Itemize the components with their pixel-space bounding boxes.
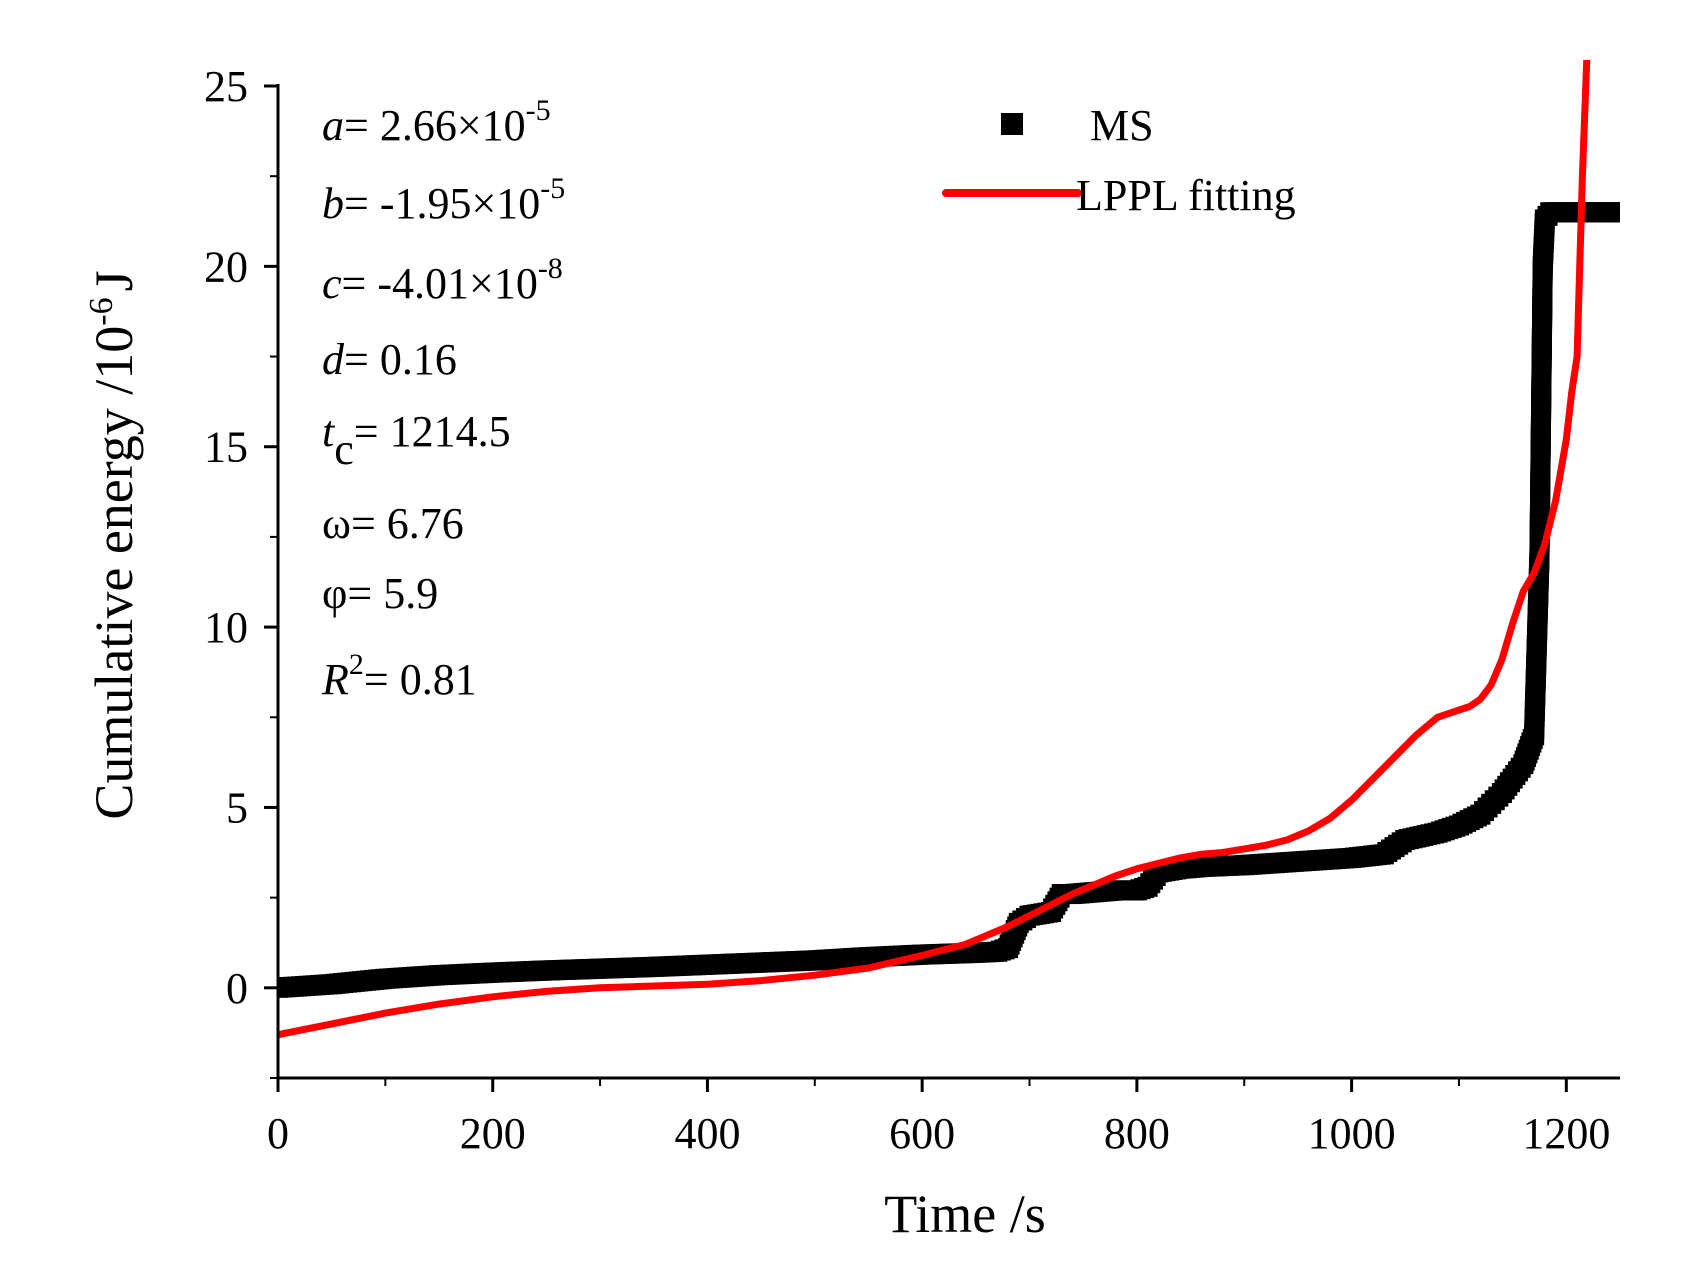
y-tick-label: 0	[226, 964, 248, 1013]
x-axis-title: Time /s	[884, 1184, 1046, 1244]
lppl-fitting-series	[278, 60, 1591, 1039]
axes	[276, 84, 1620, 1080]
x-tick-label: 1000	[1308, 1109, 1396, 1158]
x-tick-label: 400	[674, 1109, 740, 1158]
y-tick-label: 20	[204, 242, 248, 291]
y-tick-label: 25	[204, 62, 248, 111]
x-tick-label: 200	[460, 1109, 526, 1158]
param-omega: ω= 6.76	[322, 499, 464, 548]
legend-ms-marker	[1001, 113, 1023, 135]
param-c: c= -4.01×10-8	[322, 252, 563, 308]
y-tick-label: 10	[204, 603, 248, 652]
x-tick-label: 600	[889, 1109, 955, 1158]
x-tick-label: 0	[267, 1109, 289, 1158]
param-r2: R2= 0.81	[321, 648, 477, 704]
param-phi: φ= 5.9	[322, 569, 438, 618]
param-a: a= 2.66×10-5	[322, 94, 551, 150]
x-tick-label: 800	[1104, 1109, 1170, 1158]
param-b: b= -1.95×10-5	[322, 172, 565, 228]
y-tick-label: 5	[226, 783, 248, 832]
y-axis-ticks: 0 5 10 15 20 25	[204, 62, 278, 1079]
ms-series	[278, 202, 1620, 998]
legend-lppl-label: LPPL fitting	[1076, 171, 1296, 220]
ms-data-point	[1610, 202, 1620, 223]
param-d: d= 0.16	[322, 335, 457, 384]
x-tick-label: 1200	[1522, 1109, 1610, 1158]
fit-parameters: a= 2.66×10-5 b= -1.95×10-5 c= -4.01×10-8…	[321, 94, 565, 704]
param-tc: tc= 1214.5	[322, 407, 511, 474]
y-axis-title: Cumulative energy /10-6J	[83, 270, 144, 819]
legend: MS LPPL fitting	[942, 101, 1296, 220]
x-axis-ticks: 0 200 400 600 800 1000 1200	[267, 1078, 1610, 1158]
legend-ms-label: MS	[1090, 101, 1154, 150]
lppl-fitting-line	[278, 60, 1591, 1039]
y-tick-label: 15	[204, 423, 248, 472]
